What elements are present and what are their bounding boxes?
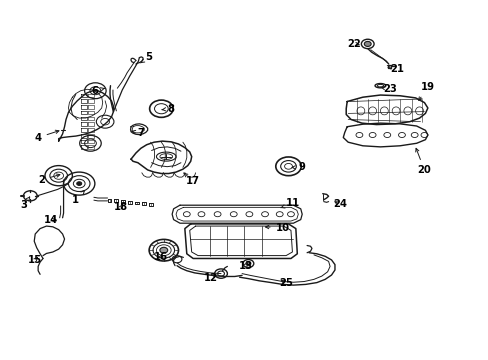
Text: 7: 7 bbox=[131, 128, 144, 138]
Text: 14: 14 bbox=[44, 215, 59, 225]
Text: 4: 4 bbox=[35, 130, 59, 143]
Text: 10: 10 bbox=[265, 222, 289, 233]
Text: 15: 15 bbox=[28, 255, 42, 265]
Text: 2: 2 bbox=[38, 174, 60, 185]
Text: 5: 5 bbox=[140, 52, 152, 63]
Circle shape bbox=[160, 247, 167, 253]
Text: 20: 20 bbox=[415, 148, 430, 175]
Text: 8: 8 bbox=[162, 104, 174, 114]
Text: 18: 18 bbox=[114, 202, 128, 212]
Text: 21: 21 bbox=[386, 64, 403, 74]
Text: 22: 22 bbox=[347, 39, 361, 49]
Text: 11: 11 bbox=[280, 198, 300, 208]
Text: 24: 24 bbox=[332, 199, 346, 210]
Text: 9: 9 bbox=[291, 162, 305, 172]
Text: 19: 19 bbox=[418, 82, 434, 100]
Text: 12: 12 bbox=[204, 273, 218, 283]
Text: 13: 13 bbox=[238, 261, 252, 271]
Text: 23: 23 bbox=[380, 84, 396, 94]
Text: 25: 25 bbox=[279, 278, 292, 288]
Text: 6: 6 bbox=[92, 86, 104, 96]
Text: 16: 16 bbox=[153, 252, 167, 262]
Text: 17: 17 bbox=[183, 173, 200, 186]
Circle shape bbox=[245, 262, 250, 265]
Circle shape bbox=[77, 182, 81, 185]
Circle shape bbox=[364, 41, 370, 46]
Text: 3: 3 bbox=[20, 197, 30, 210]
Text: 1: 1 bbox=[72, 191, 84, 205]
